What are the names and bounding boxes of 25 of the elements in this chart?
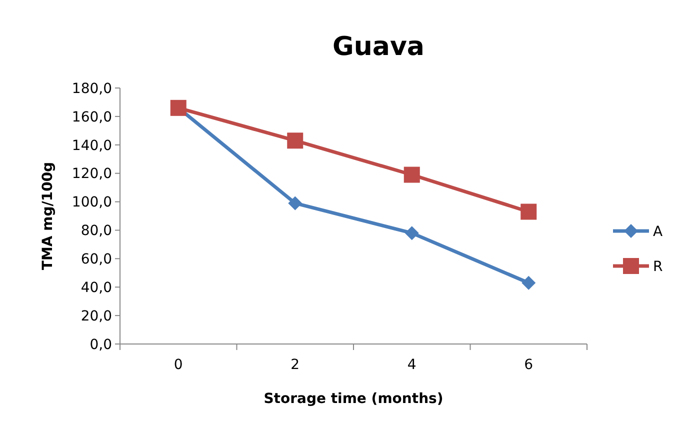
x-axis-title: Storage time (months) bbox=[264, 391, 444, 407]
x-tick-label: 4 bbox=[407, 357, 416, 373]
y-tick-label: 60,0 bbox=[80, 252, 112, 268]
point bbox=[288, 196, 302, 210]
y-tick-label: 40,0 bbox=[80, 280, 112, 296]
legend-label: A bbox=[653, 224, 663, 240]
point bbox=[522, 276, 536, 290]
y-tick-label: 0,0 bbox=[90, 336, 112, 353]
y-tick-label: 160,0 bbox=[72, 109, 112, 126]
x-tick-label: 2 bbox=[290, 357, 300, 373]
y-tick-label: 180,0 bbox=[72, 80, 112, 97]
x-tick-label: 6 bbox=[524, 357, 534, 373]
point bbox=[404, 166, 420, 183]
point bbox=[287, 132, 304, 149]
point bbox=[404, 226, 419, 240]
y-tick-label: 140,0 bbox=[72, 138, 112, 154]
chart-title: Guava bbox=[332, 32, 424, 62]
legend-label: R bbox=[653, 258, 663, 275]
y-tick-label: 80,0 bbox=[80, 223, 112, 240]
y-axis-title: TMA mg/100g bbox=[40, 162, 56, 270]
x-tick-label: 0 bbox=[174, 357, 183, 373]
point bbox=[520, 204, 537, 220]
y-tick-label: 120,0 bbox=[72, 166, 112, 182]
y-tick-label: 20,0 bbox=[80, 308, 112, 324]
y-tick-label: 100,0 bbox=[72, 194, 112, 211]
